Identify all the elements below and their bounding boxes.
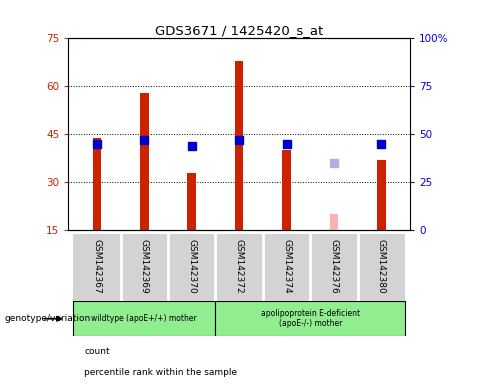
Bar xyxy=(377,160,386,230)
Bar xyxy=(263,234,310,301)
Text: GSM142380: GSM142380 xyxy=(377,239,386,294)
Text: wildtype (apoE+/+) mother: wildtype (apoE+/+) mother xyxy=(91,314,197,323)
Bar xyxy=(187,173,196,230)
Bar xyxy=(358,234,405,301)
Point xyxy=(188,143,196,149)
Bar xyxy=(235,61,244,230)
Text: GSM142372: GSM142372 xyxy=(235,239,244,294)
Text: GSM142374: GSM142374 xyxy=(282,239,291,294)
Bar xyxy=(215,301,405,336)
Point xyxy=(141,137,148,143)
Title: GDS3671 / 1425420_s_at: GDS3671 / 1425420_s_at xyxy=(155,24,323,37)
Text: count: count xyxy=(84,347,110,356)
Bar xyxy=(168,234,215,301)
Text: genotype/variation: genotype/variation xyxy=(5,314,91,323)
Bar xyxy=(93,137,101,230)
Bar xyxy=(140,93,148,230)
Text: apolipoprotein E-deficient
(apoE-/-) mother: apolipoprotein E-deficient (apoE-/-) mot… xyxy=(261,309,360,328)
Text: percentile rank within the sample: percentile rank within the sample xyxy=(84,368,238,377)
Bar xyxy=(73,234,121,301)
Bar xyxy=(330,214,338,230)
Text: GSM142369: GSM142369 xyxy=(140,239,149,294)
Point xyxy=(378,141,386,147)
Bar xyxy=(310,234,358,301)
Bar xyxy=(215,234,263,301)
Point xyxy=(283,141,290,147)
Bar xyxy=(282,151,291,230)
Bar xyxy=(121,234,168,301)
Point xyxy=(330,160,338,166)
Text: GSM142367: GSM142367 xyxy=(92,239,102,294)
Point xyxy=(93,141,101,147)
Text: GSM142370: GSM142370 xyxy=(187,239,196,294)
Bar xyxy=(73,301,215,336)
Point xyxy=(235,137,243,143)
Text: GSM142376: GSM142376 xyxy=(329,239,339,294)
